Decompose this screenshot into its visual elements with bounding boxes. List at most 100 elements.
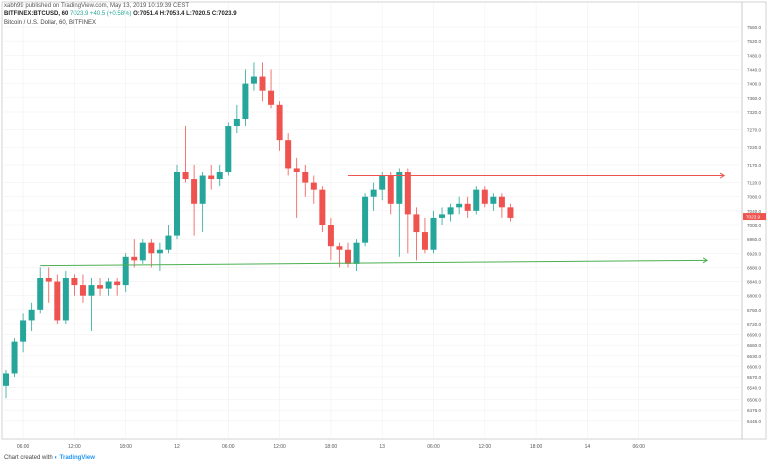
time-axis[interactable]: 06:00 12:00 18:00 12 06:00 12:00 18:00 13 06:00 1… xyxy=(17,444,645,450)
price-tick-label: 6760.0 xyxy=(747,308,761,313)
candle xyxy=(88,278,95,332)
candle-body xyxy=(88,285,95,296)
candle xyxy=(447,203,454,222)
candle-body xyxy=(3,373,9,386)
price-tick-label: 6920.0 xyxy=(747,251,761,256)
candle xyxy=(191,164,198,236)
candle xyxy=(396,168,403,257)
last-price-tag: 7023.9 xyxy=(743,213,766,221)
candle xyxy=(421,217,428,254)
price-tick-label: 7400.0 xyxy=(747,82,761,87)
candle xyxy=(105,278,112,296)
resistance-line[interactable] xyxy=(348,172,726,179)
candle xyxy=(62,270,69,324)
candle xyxy=(439,207,446,225)
candle xyxy=(464,196,471,218)
candle-body xyxy=(62,278,69,321)
candle-body xyxy=(447,207,454,215)
candle xyxy=(242,69,249,127)
candle-body xyxy=(216,171,223,180)
candle-body xyxy=(139,242,146,261)
candle-body xyxy=(353,242,360,264)
ohlc-open: O:7051.4 xyxy=(133,11,159,17)
annotations[interactable] xyxy=(40,172,726,267)
candle-body xyxy=(473,189,480,211)
candle xyxy=(216,164,223,187)
candle-body xyxy=(148,242,155,254)
candle-body xyxy=(97,285,104,289)
plot-border xyxy=(1,1,743,440)
candle xyxy=(498,193,505,218)
last-price-tag-label: 7023.9 xyxy=(746,215,760,220)
candle xyxy=(319,186,326,233)
candle-body xyxy=(79,285,86,296)
candle xyxy=(327,217,334,261)
symbol: BITFINEX:BTCUSD, 60 xyxy=(4,11,69,17)
price-axis-border xyxy=(741,1,767,440)
candle-body xyxy=(387,175,394,204)
price-tick-label: 6446.0 xyxy=(747,419,761,424)
candle-body xyxy=(439,214,446,218)
candle xyxy=(490,193,497,211)
candle-body xyxy=(242,83,249,119)
candle-body xyxy=(268,90,275,105)
price-tick-label: 6476.0 xyxy=(747,408,761,413)
time-tick-label: 18:00 xyxy=(530,444,543,450)
footer-prefix: Chart created with xyxy=(4,455,53,461)
candle-body xyxy=(199,175,206,204)
price-axis[interactable]: 6446.0 6476.0 6506.0 6540.0 6570.0 6600.0 6630… xyxy=(747,25,761,424)
candle xyxy=(430,210,437,254)
candle-body xyxy=(327,225,334,247)
candle-body xyxy=(285,140,292,169)
price-tick-label: 6600.0 xyxy=(747,364,761,369)
candle-body xyxy=(114,281,121,286)
candle-body xyxy=(430,217,437,250)
price-change: +40.5 (+0.58%) xyxy=(90,11,132,17)
candle xyxy=(362,193,369,247)
footer-brand[interactable]: TradingView xyxy=(59,455,95,461)
candle-body xyxy=(45,278,52,282)
price-tick-label: 7270.0 xyxy=(747,128,761,133)
symbol-line: BITFINEX:BTCUSD, 60 7023.9 +40.5 (+0.58%… xyxy=(4,11,237,18)
candle xyxy=(507,203,514,222)
price-tick-label: 6960.0 xyxy=(747,237,761,242)
candle xyxy=(276,101,283,151)
support-line[interactable] xyxy=(40,257,709,267)
candle xyxy=(473,186,480,215)
price-tick-label: 6880.0 xyxy=(747,265,761,270)
grid xyxy=(2,2,742,439)
candle-body xyxy=(302,171,309,183)
price-tick-label: 6800.0 xyxy=(747,294,761,299)
candle-body xyxy=(20,320,27,342)
candle-body xyxy=(345,249,351,264)
candle xyxy=(481,186,488,208)
candle xyxy=(37,267,44,314)
arrow-head-icon xyxy=(719,172,726,179)
price-tick-label: 6540.0 xyxy=(747,386,761,391)
candle xyxy=(387,171,394,215)
candle xyxy=(174,164,180,240)
candle-body xyxy=(208,175,215,180)
time-tick-label: 12:00 xyxy=(479,444,492,450)
candle-body xyxy=(456,203,463,208)
candle xyxy=(233,104,240,134)
last-price-tag-box xyxy=(743,213,766,221)
candle-body xyxy=(122,256,129,286)
price-tick-label: 6506.0 xyxy=(747,398,761,403)
price-tick-label: 7360.0 xyxy=(747,96,761,101)
chart-title: Bitcoin / U.S. Dollar, 60, BITFINEX xyxy=(4,20,97,26)
candle xyxy=(456,196,463,215)
candle xyxy=(20,313,27,353)
candle xyxy=(208,164,215,190)
price-tick-label: 6690.0 xyxy=(747,333,761,338)
candle xyxy=(225,122,232,176)
time-tick-label: 06:00 xyxy=(632,444,645,450)
candle xyxy=(310,175,317,204)
candle xyxy=(199,171,206,233)
candle xyxy=(45,267,52,303)
candle xyxy=(3,369,9,399)
tradingview-logo-icon[interactable]: ◐ xyxy=(54,455,58,461)
candle-body xyxy=(276,104,283,141)
